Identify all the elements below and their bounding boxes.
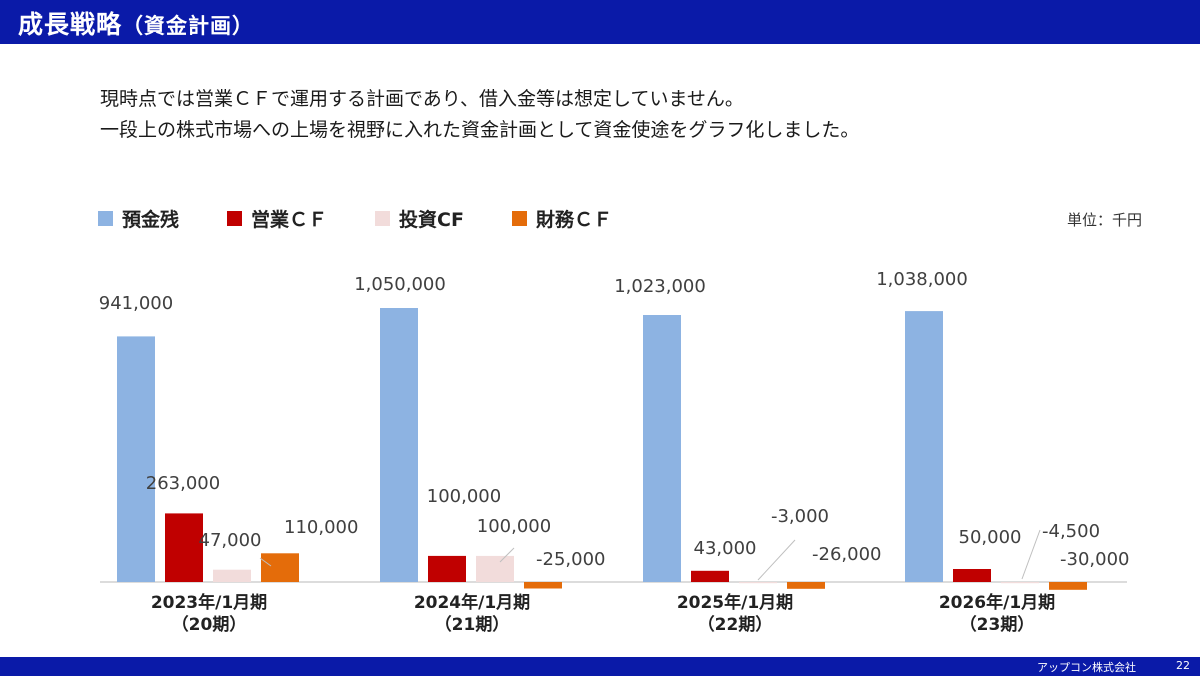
data-label-deposit-1: 1,050,000	[354, 274, 446, 295]
data-label-operating-cf-3: 50,000	[959, 527, 1022, 548]
legend-item-operating-cf: 営業ＣＦ	[227, 205, 327, 232]
category-label-3-1: （23期）	[960, 614, 1035, 635]
company-name: アップコン株式会社	[1037, 661, 1136, 674]
leader-line-investing-cf-1	[499, 547, 515, 563]
footer-bar: アップコン株式会社 22	[0, 657, 1200, 676]
bar-investing-cf-2	[739, 582, 777, 584]
bar-financing-cf-2	[787, 582, 825, 589]
data-label-deposit-2: 1,023,000	[614, 276, 706, 297]
legend-swatch-investing-cf	[375, 210, 391, 226]
bar-operating-cf-0	[165, 513, 203, 582]
legend-label-investing-cf: 投資CF	[399, 208, 464, 231]
data-label-investing-cf-0: 47,000	[199, 530, 262, 551]
slide-title-main: 成長戦略	[18, 10, 123, 39]
legend-label-financing-cf: 財務ＣＦ	[535, 208, 612, 231]
bar-deposit-0	[117, 336, 155, 582]
data-label-financing-cf-0: 110,000	[284, 517, 358, 538]
header-bar: 成長戦略（資金計画）	[0, 0, 1200, 44]
data-label-deposit-3: 1,038,000	[876, 269, 968, 290]
data-label-investing-cf-2: -3,000	[771, 506, 829, 527]
bar-deposit-3	[905, 311, 943, 582]
legend-swatch-deposit	[98, 210, 113, 226]
category-label-0-1: （20期）	[172, 614, 247, 635]
category-label-0-0: 2023年/1月期	[151, 592, 267, 613]
bar-financing-cf-3	[1049, 582, 1087, 590]
legend-label-deposit: 預金残	[122, 208, 180, 231]
bar-investing-cf-3	[1001, 582, 1039, 584]
data-label-operating-cf-0: 263,000	[146, 473, 220, 494]
data-label-financing-cf-1: -25,000	[536, 549, 605, 570]
legend-item-deposit: 預金残	[98, 205, 179, 232]
bar-investing-cf-0	[213, 569, 251, 582]
page-number: 22	[1176, 659, 1190, 672]
legend-label-operating-cf: 営業ＣＦ	[251, 208, 328, 231]
data-label-operating-cf-1: 100,000	[427, 486, 501, 507]
legend-swatch-operating-cf	[227, 210, 243, 226]
bar-financing-cf-1	[524, 582, 562, 589]
bar-operating-cf-1	[428, 555, 466, 582]
data-label-investing-cf-1: 100,000	[477, 516, 551, 537]
bar-investing-cf-1	[476, 555, 514, 582]
category-label-1-1: （21期）	[435, 614, 510, 635]
leader-line-investing-cf-3	[1021, 529, 1041, 580]
category-label-2-1: （22期）	[698, 614, 773, 635]
bar-operating-cf-2	[691, 570, 729, 582]
intro-line-1: 現時点では営業ＣＦで運用する計画であり、借入金等は想定していません。	[100, 88, 744, 110]
unit-label: 単位：千円	[1066, 211, 1142, 229]
bar-financing-cf-0	[261, 553, 299, 582]
leader-line-investing-cf-2	[757, 539, 796, 581]
data-label-operating-cf-2: 43,000	[694, 538, 757, 559]
bar-deposit-1	[380, 308, 418, 582]
slide-title: 成長戦略（資金計画）	[18, 5, 254, 41]
chart-legend: 預金残 営業ＣＦ 投資CF 財務ＣＦ	[98, 205, 660, 231]
legend-swatch-financing-cf	[511, 210, 527, 226]
data-label-deposit-0: 941,000	[99, 293, 173, 314]
bar-deposit-2	[643, 315, 681, 582]
legend-item-investing-cf: 投資CF	[375, 205, 464, 232]
intro-line-2: 一段上の株式市場への上場を視野に入れた資金計画として資金使途をグラフ化しました。	[100, 119, 860, 141]
legend-item-financing-cf: 財務ＣＦ	[511, 205, 612, 232]
category-label-1-0: 2024年/1月期	[414, 592, 530, 613]
category-label-2-0: 2025年/1月期	[677, 592, 793, 613]
intro-text: 現時点では営業ＣＦで運用する計画であり、借入金等は想定していません。 一段上の株…	[100, 84, 859, 146]
category-label-3-0: 2026年/1月期	[939, 592, 1055, 613]
data-label-financing-cf-3: -30,000	[1060, 549, 1129, 570]
leader-line-investing-cf-0	[259, 557, 272, 567]
data-label-financing-cf-2: -26,000	[812, 544, 881, 565]
bar-operating-cf-3	[953, 569, 991, 582]
slide-title-sub: （資金計画）	[122, 14, 255, 38]
data-label-investing-cf-3: -4,500	[1042, 521, 1100, 542]
